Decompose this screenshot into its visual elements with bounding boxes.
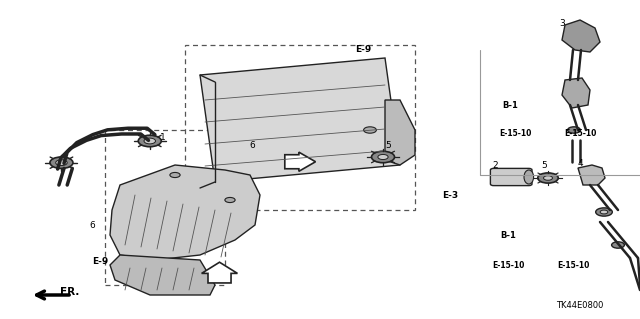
Circle shape	[364, 127, 376, 133]
Ellipse shape	[524, 170, 534, 184]
Text: 4: 4	[577, 159, 583, 167]
Text: FR.: FR.	[60, 287, 80, 297]
Polygon shape	[562, 78, 590, 108]
Text: E-9: E-9	[92, 257, 108, 266]
Text: B-1: B-1	[500, 231, 516, 240]
Text: 2: 2	[492, 160, 498, 169]
Text: E-3: E-3	[442, 190, 458, 199]
Text: 5: 5	[385, 140, 391, 150]
Circle shape	[596, 208, 612, 216]
FancyBboxPatch shape	[490, 168, 532, 186]
Circle shape	[170, 173, 180, 178]
Circle shape	[371, 151, 394, 163]
Polygon shape	[562, 20, 600, 52]
Circle shape	[612, 242, 625, 248]
Bar	[185, 45, 415, 210]
Polygon shape	[110, 165, 260, 260]
Text: E-15-10: E-15-10	[564, 129, 596, 137]
Text: TK44E0800: TK44E0800	[556, 300, 604, 309]
Text: 6: 6	[89, 220, 95, 229]
Polygon shape	[285, 152, 316, 171]
Circle shape	[538, 173, 558, 183]
Bar	[105, 130, 225, 285]
Circle shape	[568, 127, 580, 133]
Text: 3: 3	[559, 19, 565, 27]
Circle shape	[50, 157, 73, 168]
Circle shape	[378, 154, 388, 160]
Polygon shape	[110, 255, 215, 295]
Polygon shape	[578, 165, 605, 185]
Circle shape	[225, 197, 235, 203]
Circle shape	[600, 210, 608, 214]
Text: 5: 5	[541, 160, 547, 169]
Text: E-15-10: E-15-10	[557, 261, 589, 270]
Text: 1: 1	[160, 132, 166, 142]
Circle shape	[138, 135, 161, 147]
Polygon shape	[385, 100, 415, 165]
Circle shape	[144, 138, 156, 144]
Circle shape	[56, 160, 67, 166]
Text: E-15-10: E-15-10	[499, 129, 531, 137]
Circle shape	[543, 176, 552, 180]
Text: E-9: E-9	[355, 46, 371, 55]
Text: B-1: B-1	[502, 101, 518, 110]
Text: E-15-10: E-15-10	[492, 261, 524, 270]
Polygon shape	[202, 262, 237, 283]
Polygon shape	[200, 58, 400, 182]
Text: 6: 6	[249, 140, 255, 150]
